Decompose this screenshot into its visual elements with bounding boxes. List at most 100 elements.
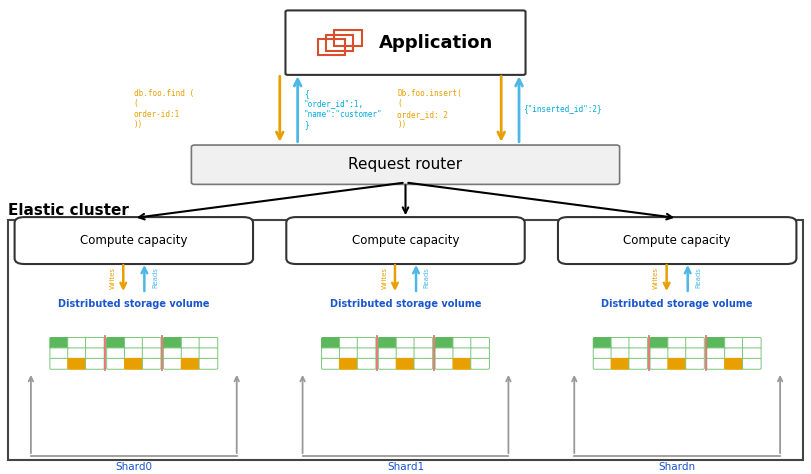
FancyBboxPatch shape (686, 337, 704, 348)
FancyBboxPatch shape (321, 337, 341, 348)
FancyBboxPatch shape (668, 348, 687, 359)
FancyBboxPatch shape (686, 348, 704, 359)
FancyBboxPatch shape (686, 358, 704, 369)
FancyBboxPatch shape (86, 337, 105, 348)
Text: db.foo.find (
(
order-id:1
)): db.foo.find ( ( order-id:1 )) (134, 89, 194, 129)
FancyBboxPatch shape (435, 337, 454, 348)
FancyBboxPatch shape (68, 358, 87, 369)
FancyBboxPatch shape (611, 337, 630, 348)
FancyBboxPatch shape (125, 358, 144, 369)
FancyBboxPatch shape (143, 348, 161, 359)
FancyBboxPatch shape (200, 337, 217, 348)
Text: Application: Application (379, 34, 493, 52)
FancyBboxPatch shape (743, 348, 761, 359)
Text: Shard0: Shard0 (115, 462, 152, 472)
Text: Compute capacity: Compute capacity (80, 234, 187, 247)
FancyBboxPatch shape (125, 348, 144, 359)
FancyBboxPatch shape (725, 348, 743, 359)
FancyBboxPatch shape (707, 348, 726, 359)
FancyBboxPatch shape (50, 337, 69, 348)
FancyBboxPatch shape (743, 358, 761, 369)
FancyBboxPatch shape (107, 337, 126, 348)
Text: {
"order_id":1,
"name":"customer"
}: { "order_id":1, "name":"customer" } (304, 89, 383, 129)
FancyBboxPatch shape (182, 358, 200, 369)
FancyBboxPatch shape (629, 337, 648, 348)
FancyBboxPatch shape (86, 358, 105, 369)
FancyBboxPatch shape (414, 337, 433, 348)
FancyBboxPatch shape (453, 337, 472, 348)
Text: Reads: Reads (423, 267, 430, 289)
FancyBboxPatch shape (470, 358, 490, 369)
FancyBboxPatch shape (707, 358, 726, 369)
FancyBboxPatch shape (15, 217, 253, 264)
FancyBboxPatch shape (650, 348, 669, 359)
FancyBboxPatch shape (725, 337, 743, 348)
FancyBboxPatch shape (668, 358, 687, 369)
FancyBboxPatch shape (629, 348, 648, 359)
Text: {"inserted_id":2}: {"inserted_id":2} (523, 105, 602, 113)
FancyBboxPatch shape (107, 348, 126, 359)
FancyBboxPatch shape (86, 348, 105, 359)
FancyBboxPatch shape (286, 217, 525, 264)
FancyBboxPatch shape (378, 358, 397, 369)
FancyBboxPatch shape (707, 337, 726, 348)
FancyBboxPatch shape (594, 358, 612, 369)
Text: Shard1: Shard1 (387, 462, 424, 472)
FancyBboxPatch shape (125, 337, 144, 348)
Text: Db.foo.insert(
(
order_id: 2
)): Db.foo.insert( ( order_id: 2 )) (397, 89, 462, 129)
FancyBboxPatch shape (340, 348, 358, 359)
Text: Writes: Writes (381, 267, 388, 289)
FancyBboxPatch shape (143, 337, 161, 348)
FancyBboxPatch shape (107, 358, 126, 369)
FancyBboxPatch shape (378, 348, 397, 359)
FancyBboxPatch shape (397, 337, 415, 348)
FancyBboxPatch shape (435, 348, 454, 359)
Text: Compute capacity: Compute capacity (624, 234, 731, 247)
FancyBboxPatch shape (357, 348, 376, 359)
Text: Compute capacity: Compute capacity (352, 234, 459, 247)
FancyBboxPatch shape (650, 358, 669, 369)
FancyBboxPatch shape (435, 358, 454, 369)
FancyBboxPatch shape (725, 358, 743, 369)
Bar (8, 220, 803, 460)
FancyBboxPatch shape (164, 358, 182, 369)
FancyBboxPatch shape (453, 348, 472, 359)
FancyBboxPatch shape (743, 337, 761, 348)
FancyBboxPatch shape (453, 358, 472, 369)
FancyBboxPatch shape (650, 337, 669, 348)
FancyBboxPatch shape (340, 337, 358, 348)
FancyBboxPatch shape (414, 358, 433, 369)
FancyBboxPatch shape (357, 358, 376, 369)
FancyBboxPatch shape (200, 348, 217, 359)
FancyBboxPatch shape (191, 145, 620, 184)
FancyBboxPatch shape (594, 337, 612, 348)
FancyBboxPatch shape (164, 348, 182, 359)
FancyBboxPatch shape (629, 358, 648, 369)
FancyBboxPatch shape (285, 10, 526, 75)
FancyBboxPatch shape (558, 217, 796, 264)
FancyBboxPatch shape (357, 337, 376, 348)
FancyBboxPatch shape (594, 348, 612, 359)
FancyBboxPatch shape (611, 348, 630, 359)
FancyBboxPatch shape (470, 348, 490, 359)
FancyBboxPatch shape (340, 358, 358, 369)
FancyBboxPatch shape (143, 358, 161, 369)
FancyBboxPatch shape (164, 337, 182, 348)
FancyBboxPatch shape (68, 337, 87, 348)
Text: Distributed storage volume: Distributed storage volume (602, 299, 753, 310)
Text: Distributed storage volume: Distributed storage volume (330, 299, 481, 310)
FancyBboxPatch shape (68, 348, 87, 359)
FancyBboxPatch shape (182, 348, 200, 359)
Text: Shardn: Shardn (659, 462, 696, 472)
Text: Writes: Writes (653, 267, 659, 289)
FancyBboxPatch shape (321, 348, 341, 359)
FancyBboxPatch shape (668, 337, 687, 348)
FancyBboxPatch shape (611, 358, 630, 369)
Text: Writes: Writes (109, 267, 116, 289)
Text: Elastic cluster: Elastic cluster (8, 203, 129, 219)
Text: Reads: Reads (695, 267, 702, 289)
FancyBboxPatch shape (470, 337, 490, 348)
Text: Distributed storage volume: Distributed storage volume (58, 299, 209, 310)
FancyBboxPatch shape (200, 358, 217, 369)
FancyBboxPatch shape (50, 348, 69, 359)
